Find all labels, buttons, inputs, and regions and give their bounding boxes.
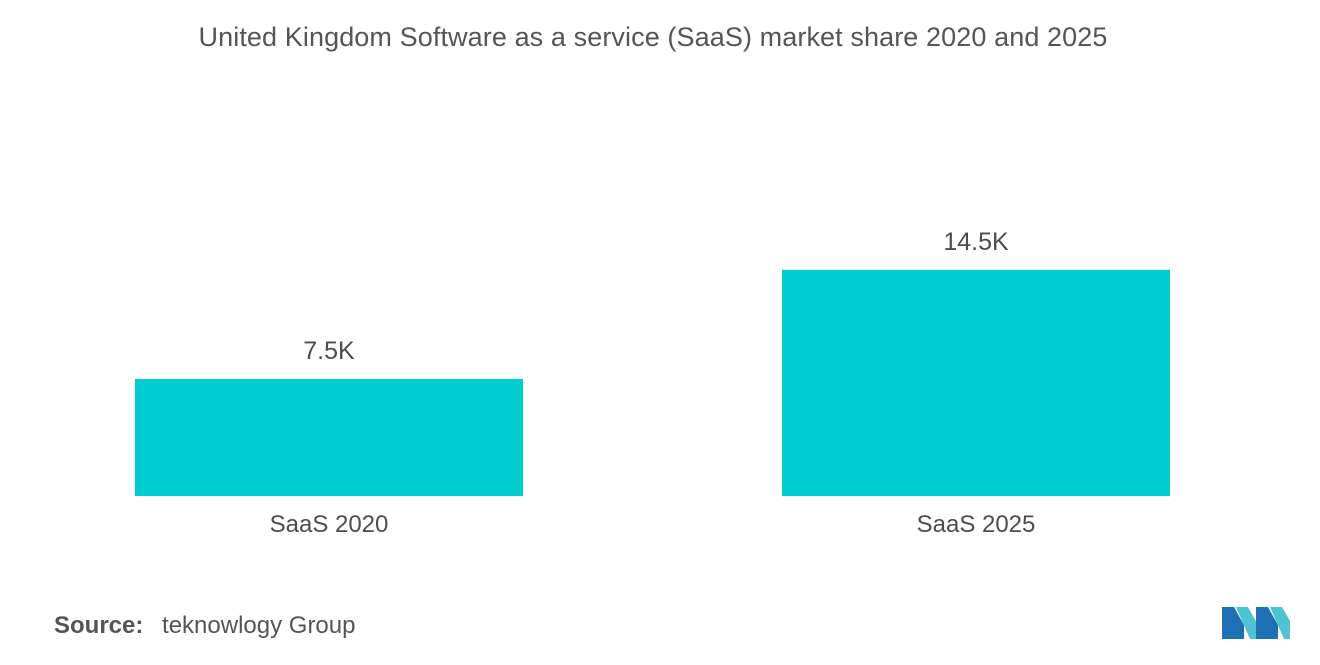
source-line: Source: teknowlogy Group — [54, 612, 355, 640]
bar-value-label: 14.5K — [943, 228, 1009, 256]
source-text: teknowlogy Group — [162, 612, 356, 639]
source-label: Source: — [54, 612, 144, 639]
category-label: SaaS 2025 — [917, 511, 1036, 538]
bar-chart: 7.5K SaaS 2020 14.5K SaaS 2025 — [135, 228, 1170, 538]
bar-1 — [135, 379, 523, 496]
chart-title: United Kingdom Software as a service (Sa… — [198, 22, 1108, 52]
category-label: SaaS 2020 — [270, 511, 389, 538]
bar-2 — [782, 269, 1170, 496]
bar-value-label: 7.5K — [303, 337, 355, 365]
mordor-intelligence-logo-icon — [1222, 607, 1290, 639]
